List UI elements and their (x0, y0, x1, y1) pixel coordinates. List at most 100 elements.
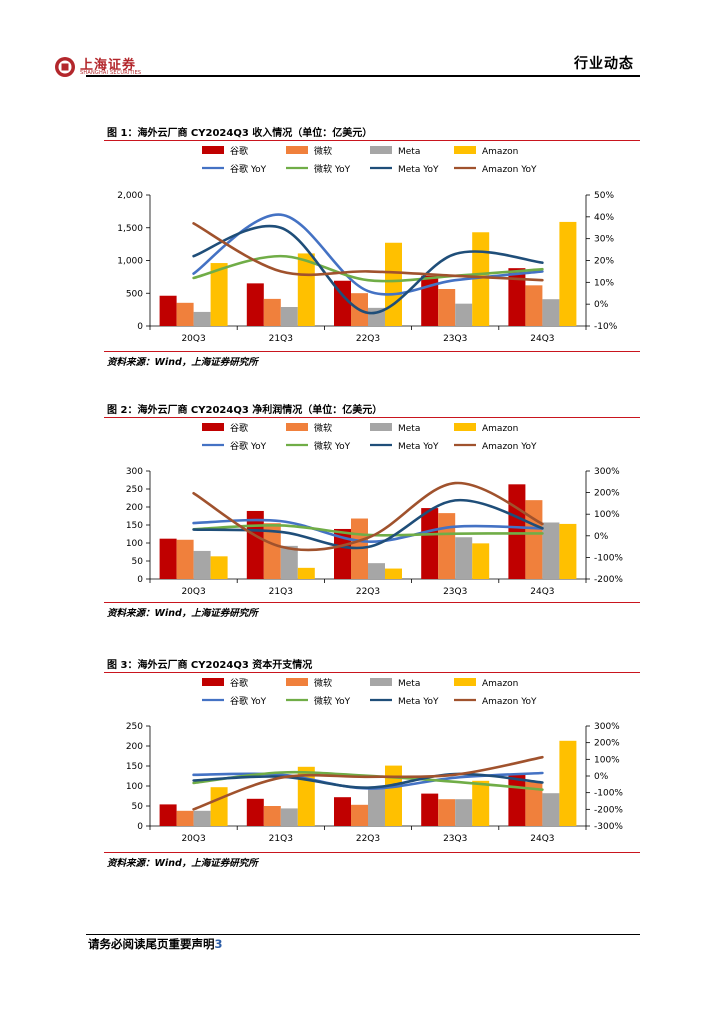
figure-1: 图 1：海外云厂商 CY2024Q3 收入情况（单位：亿美元） 谷歌 微软 Meta… (104, 118, 640, 373)
y2-tick-label: 0% (594, 772, 609, 782)
figure-source: 资料来源：Wind，上海证券研究所 (107, 858, 258, 869)
bar (280, 545, 298, 579)
legend-swatch (454, 678, 476, 686)
legend-entry-line: 微软 YoY (286, 440, 351, 452)
y2-tick-label: 200% (594, 489, 620, 499)
y2-tick-label: 0% (594, 532, 609, 542)
x-tick-label: 22Q3 (356, 834, 380, 844)
bar (438, 799, 456, 826)
bar (176, 539, 194, 579)
y2-tick-label: -200% (594, 805, 623, 815)
legend-label: Amazon YoY (482, 697, 537, 707)
x-tick-label: 21Q3 (269, 334, 293, 344)
bar (368, 563, 385, 579)
series-line (192, 755, 544, 811)
legend-label: Amazon YoY (482, 165, 537, 175)
y2-tick-label: 40% (594, 213, 614, 223)
x-tick-label: 24Q3 (530, 334, 554, 344)
page-header: 上海证券 SHANGHAI SECURITIES 行业动态 (0, 0, 724, 80)
y2-tick-label: 100% (594, 755, 620, 765)
bar (385, 242, 402, 326)
bar (193, 810, 211, 826)
y2-tick-label: -100% (594, 789, 623, 799)
series-line (192, 498, 544, 550)
bar (385, 765, 402, 826)
series-line (192, 222, 544, 282)
legend-label: 微软 YoY (314, 440, 351, 452)
y-tick-label: 50 (132, 802, 144, 812)
legend-label: Meta (398, 679, 420, 689)
x-tick-label: 22Q3 (356, 334, 380, 344)
legend-entry-bar: 微软 (286, 422, 332, 434)
bar (193, 311, 211, 326)
legend-label: Meta YoY (398, 442, 439, 452)
y-tick-label: 200 (126, 503, 143, 513)
legend-entry-bar: 微软 (286, 677, 332, 689)
series-line (192, 481, 544, 552)
y-tick-label: 300 (126, 467, 143, 477)
bar (159, 295, 177, 326)
x-tick-label: 23Q3 (443, 587, 467, 597)
bar (421, 508, 439, 579)
legend-label: Meta YoY (398, 697, 439, 707)
y-tick-label: 0 (137, 822, 143, 832)
legend-label: 微软 (314, 677, 332, 689)
bar (525, 782, 543, 826)
bar (210, 787, 228, 826)
y2-tick-label: 20% (594, 257, 614, 267)
bar (525, 500, 543, 579)
bar (559, 523, 577, 579)
legend-swatch (286, 678, 308, 686)
y2-tick-label: 10% (594, 278, 614, 288)
header-divider (86, 75, 640, 77)
footer-disclaimer: 请务必阅读尾页重要声明3 (88, 936, 223, 952)
legend-entry-bar: Amazon (454, 423, 518, 434)
x-tick-label: 20Q3 (181, 834, 205, 844)
x-tick-label: 20Q3 (181, 334, 205, 344)
bar (263, 523, 281, 579)
bar (559, 740, 577, 826)
legend-label: Amazon (482, 147, 518, 157)
legend-label: 微软 YoY (314, 695, 351, 707)
bar (559, 221, 577, 326)
bar (176, 302, 194, 326)
figure-top-rule (104, 140, 640, 141)
bar (542, 793, 560, 826)
x-tick-label: 21Q3 (269, 587, 293, 597)
bar (472, 232, 490, 326)
bar (210, 263, 228, 326)
legend-entry-line: Amazon YoY (454, 697, 537, 707)
legend-swatch (202, 146, 224, 154)
legend-swatch (454, 423, 476, 431)
y2-tick-label: 100% (594, 510, 620, 520)
figure-source: 资料来源：Wind，上海证券研究所 (107, 357, 258, 368)
legend-label: 微软 (314, 145, 332, 157)
bar (263, 298, 281, 326)
legend-label: Amazon YoY (482, 442, 537, 452)
legend-label: 微软 (314, 422, 332, 434)
section-title: 行业动态 (574, 56, 634, 72)
legend-entry-line: 谷歌 YoY (202, 163, 267, 175)
legend-swatch (454, 146, 476, 154)
legend-entry-line: Meta YoY (370, 442, 439, 452)
legend-label: 谷歌 (230, 422, 248, 434)
figure-bottom-rule (104, 852, 640, 853)
y-tick-label: 0 (137, 575, 143, 585)
legend-entry-bar: 微软 (286, 145, 332, 157)
legend-label: Amazon (482, 679, 518, 689)
legend-entry-line: Meta YoY (370, 697, 439, 707)
bar (210, 556, 228, 579)
y2-tick-label: 300% (594, 467, 620, 477)
bar (385, 568, 402, 579)
legend-swatch (370, 423, 392, 431)
x-tick-label: 23Q3 (443, 834, 467, 844)
y-tick-label: 100 (126, 782, 143, 792)
figure-title: 图 3：海外云厂商 CY2024Q3 资本开支情况 (107, 660, 313, 671)
legend-label: Meta (398, 424, 420, 434)
figure-3: 图 3：海外云厂商 CY2024Q3 资本开支情况 谷歌 微软 Meta Amazon… (104, 650, 640, 880)
y2-tick-label: 50% (594, 191, 614, 201)
legend-label: 谷歌 YoY (230, 440, 267, 452)
legend-entry-line: 微软 YoY (286, 695, 351, 707)
bar (455, 303, 473, 326)
chart-revenue: 谷歌 微软 Meta Amazon 谷歌 YoY 微软 YoY Meta YoY Amazon… (117, 145, 617, 344)
